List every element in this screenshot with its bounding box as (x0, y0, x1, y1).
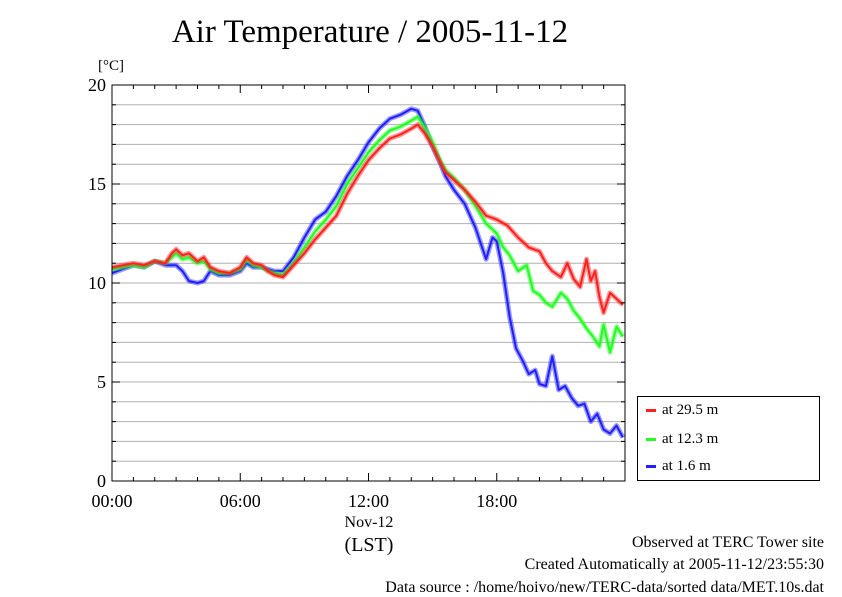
legend-label: at 12.3 m (662, 430, 719, 447)
x-tick-label: 00:00 (91, 491, 132, 511)
x-tick-label: 18:00 (476, 491, 517, 511)
y-tick-label: 15 (88, 174, 106, 194)
series-band-1 (111, 114, 625, 355)
grid-lines (112, 104, 625, 462)
footer-site: Observed at TERC Tower site (631, 534, 824, 551)
y-axis-label: [°C] (98, 58, 124, 74)
legend-label: at 1.6 m (662, 457, 711, 474)
legend-item: at 1.6 m (646, 456, 711, 476)
legend-item: at 12.3 m (646, 429, 718, 449)
legend: at 29.5 m at 12.3 m at 1.6 m (637, 396, 820, 481)
y-tick-label: 20 (88, 75, 106, 95)
series-line-2 (111, 107, 624, 438)
legend-swatch-red (646, 408, 656, 412)
series-layer (111, 106, 626, 439)
legend-swatch-green (646, 437, 656, 441)
axis-ticks: 0 5 10 15 20 00:00 06:00 12:00 18:00 (88, 75, 626, 511)
y-tick-label: 5 (97, 372, 106, 392)
x-tick-label: 12:00 (348, 491, 389, 511)
chart-title: Air Temperature / 2005-11-12 (171, 14, 569, 50)
x-axis-label: (LST) (345, 534, 394, 556)
x-date-label: Nov-12 (345, 514, 394, 531)
footer-source: Data source : /home/hoivo/new/TERC-data/… (385, 579, 824, 596)
series-line-1 (111, 115, 624, 354)
footer-created: Created Automatically at 2005-11-12/23:5… (524, 556, 824, 573)
x-tick-label: 06:00 (220, 491, 261, 511)
y-tick-label: 0 (97, 471, 106, 491)
legend-swatch-blue (646, 464, 656, 468)
series-line-0 (111, 123, 624, 314)
legend-item: at 29.5 m (646, 400, 718, 420)
legend-label: at 29.5 m (662, 401, 719, 418)
y-tick-label: 10 (88, 273, 106, 293)
